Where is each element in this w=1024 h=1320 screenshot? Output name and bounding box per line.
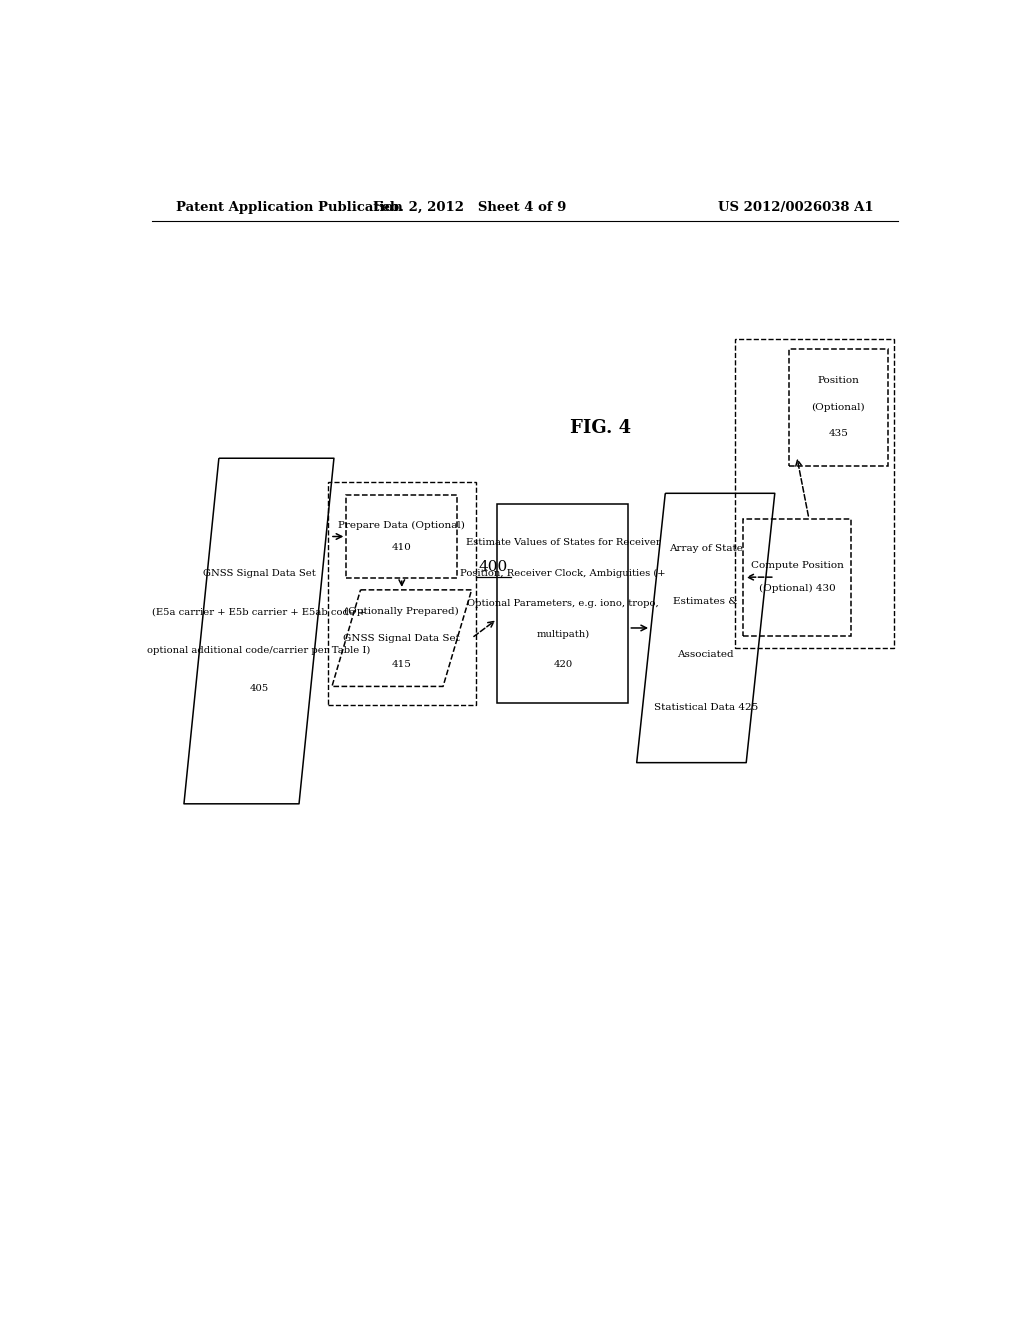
Text: (Optionally Prepared): (Optionally Prepared) <box>344 607 459 616</box>
Text: Feb. 2, 2012   Sheet 4 of 9: Feb. 2, 2012 Sheet 4 of 9 <box>373 201 566 214</box>
Text: GNSS Signal Data Set: GNSS Signal Data Set <box>343 634 460 643</box>
Text: 415: 415 <box>392 660 412 669</box>
Text: Estimates &: Estimates & <box>674 597 738 606</box>
Bar <box>788 348 888 466</box>
Text: Compute Position: Compute Position <box>751 561 844 570</box>
Text: 405: 405 <box>249 685 268 693</box>
Text: GNSS Signal Data Set: GNSS Signal Data Set <box>203 569 315 578</box>
Text: (Optional): (Optional) <box>811 403 865 412</box>
Text: Associated: Associated <box>678 649 734 659</box>
Text: 420: 420 <box>553 660 572 669</box>
Text: 435: 435 <box>828 429 848 438</box>
Text: US 2012/0026038 A1: US 2012/0026038 A1 <box>719 201 873 214</box>
Text: Position: Position <box>817 376 859 385</box>
Text: FIG. 4: FIG. 4 <box>569 418 631 437</box>
Text: Prepare Data (Optional): Prepare Data (Optional) <box>338 521 465 529</box>
Text: Estimate Values of States for Receiver: Estimate Values of States for Receiver <box>466 539 660 546</box>
Bar <box>328 482 475 705</box>
Bar <box>735 339 894 648</box>
Text: Patent Application Publication: Patent Application Publication <box>176 201 402 214</box>
Text: (E5a carrier + E5b carrier + E5ab code +: (E5a carrier + E5b carrier + E5ab code + <box>152 607 366 616</box>
Bar <box>346 495 458 578</box>
Text: Array of State: Array of State <box>669 544 742 553</box>
Bar <box>498 504 629 702</box>
Text: 400: 400 <box>478 560 508 574</box>
Text: 410: 410 <box>392 544 412 552</box>
Text: Position, Receiver Clock, Ambiguities (+: Position, Receiver Clock, Ambiguities (+ <box>460 569 666 578</box>
Text: Optional Parameters, e.g. iono, tropo,: Optional Parameters, e.g. iono, tropo, <box>467 599 658 609</box>
Text: Statistical Data 425: Statistical Data 425 <box>653 702 758 711</box>
Bar <box>743 519 851 636</box>
Text: (Optional) 430: (Optional) 430 <box>759 583 836 593</box>
Text: multipath): multipath) <box>537 630 590 639</box>
Text: optional additional code/carrier per Table I): optional additional code/carrier per Tab… <box>147 645 371 655</box>
